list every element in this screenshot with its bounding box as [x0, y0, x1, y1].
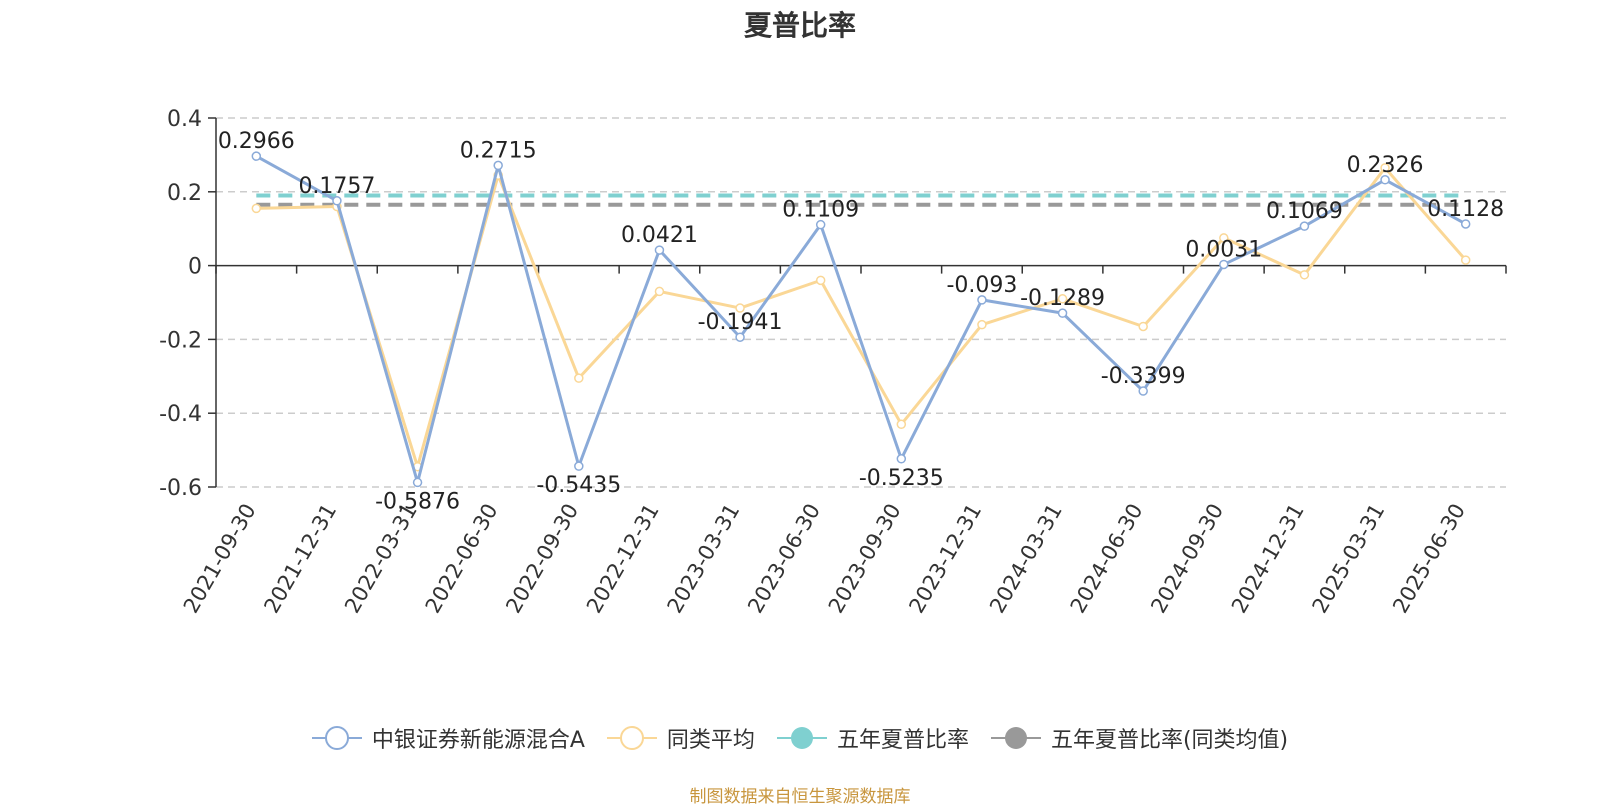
y-tick-label: -0.6 — [159, 476, 202, 501]
fund-data-label: 0.2326 — [1347, 153, 1424, 178]
fund-data-label: 0.0031 — [1185, 237, 1262, 262]
fund-data-label: -0.1941 — [698, 310, 783, 335]
x-tick-label: 2022-12-31 — [582, 500, 664, 618]
x-tick-label: 2024-06-30 — [1066, 500, 1148, 618]
fund-data-point — [735, 332, 745, 342]
fund-data-point — [412, 477, 423, 488]
peer-average-data-point — [1299, 270, 1310, 280]
peer-average-data-point — [1219, 233, 1229, 243]
fund-data-point — [1057, 308, 1068, 318]
x-tick-label: 2024-03-31 — [985, 500, 1067, 618]
y-tick-label: 0.2 — [167, 181, 202, 206]
legend-label-peer-average: 同类平均 — [666, 728, 755, 753]
legend-fund-line-icon — [311, 726, 362, 750]
legend-label-fund: 中银证券新能源混合A — [371, 728, 585, 753]
fund-data-label: -0.5876 — [375, 489, 460, 514]
legend-label-five-year-peer: 五年夏普比率(同类均值) — [1050, 728, 1289, 753]
x-tick-label: 2022-03-31 — [340, 500, 422, 618]
fund-data-label: -0.3399 — [1101, 364, 1186, 389]
fund-data-label: -0.1289 — [1020, 286, 1105, 311]
legend-label-five-year: 五年夏普比率 — [836, 728, 969, 753]
peer-average-data-point — [574, 373, 584, 383]
x-tick-label: 2022-09-30 — [501, 500, 583, 618]
peer-average-data-point — [1380, 163, 1390, 173]
fund-data-point — [1219, 259, 1229, 270]
chart-title: 夏普比率 — [743, 9, 856, 42]
y-tick-label: 0.4 — [167, 107, 202, 132]
x-tick-label: 2022-06-30 — [421, 500, 503, 618]
legend-item-five-year-peer[interactable]: 五年夏普比率(同类均值) — [990, 722, 1289, 754]
legend-item-peer-average[interactable]: 同类平均 — [606, 722, 755, 754]
fund-data-label: 0.1128 — [1427, 197, 1504, 222]
peer-average-data-point — [1138, 321, 1148, 332]
peer-average-data-point — [735, 303, 745, 313]
fund-data-point — [332, 196, 342, 206]
peer-average-data-point — [1460, 255, 1471, 265]
legend: 中银证券新能源混合A 同类平均 五年夏普比率 五年夏普比率(同类均值) — [0, 722, 1600, 754]
x-tick-label: 2025-03-31 — [1308, 500, 1390, 618]
fund-data-point — [1380, 175, 1390, 185]
legend-five-year-peer-dot-icon — [990, 727, 1041, 749]
data-source-note: 制图数据来自恒生聚源数据库 — [689, 787, 911, 807]
x-tick-label: 2024-09-30 — [1146, 500, 1228, 618]
fund-data-label: -0.093 — [946, 273, 1017, 298]
fund-data-point — [1299, 221, 1310, 231]
legend-five-year-dot-icon — [776, 727, 827, 749]
fund-data-label: 0.2966 — [218, 129, 295, 154]
x-tick-label: 2023-12-31 — [904, 500, 986, 618]
fund-data-label: 0.0421 — [621, 223, 698, 248]
x-tick-label: 2021-12-31 — [259, 500, 341, 618]
fund-data-point — [977, 295, 987, 305]
peer-average-data-point — [977, 319, 987, 330]
fund-data-point — [574, 461, 584, 471]
fund-data-point — [251, 151, 262, 161]
fund-data-point — [896, 454, 907, 464]
fund-data-point — [1138, 386, 1148, 396]
x-tick-label: 2025-06-30 — [1388, 500, 1470, 618]
x-tick-label: 2023-09-30 — [824, 500, 906, 618]
x-tick-label: 2024-12-31 — [1227, 500, 1309, 618]
fund-data-label: -0.5435 — [536, 473, 621, 498]
legend-peer-line-icon — [606, 726, 657, 750]
fund-data-point — [815, 219, 826, 230]
fund-series-line — [255, 154, 1467, 484]
legend-item-five-year[interactable]: 五年夏普比率 — [776, 722, 969, 754]
y-tick-label: -0.4 — [159, 402, 202, 427]
peer-average-data-point — [896, 419, 907, 430]
y-tick-label: 0 — [188, 255, 202, 280]
x-tick-label: 2023-06-30 — [743, 500, 825, 618]
fund-data-point — [493, 160, 503, 171]
x-tick-label: 2021-09-30 — [179, 500, 261, 618]
x-tick-label: 2023-03-31 — [663, 500, 745, 618]
fund-data-label: 0.1109 — [782, 198, 859, 223]
fund-data-label: 0.2715 — [460, 138, 537, 163]
peer-average-data-point — [1057, 294, 1068, 304]
fund-data-label: -0.5235 — [859, 466, 944, 491]
fund-data-point — [654, 245, 665, 255]
sharpe-ratio-chart: 0.40.20-0.2-0.4-0.62021-09-302021-12-312… — [159, 107, 1507, 618]
peer-average-data-point — [251, 203, 262, 214]
fund-data-label: 0.1757 — [298, 174, 375, 199]
peer-average-data-point — [815, 275, 826, 286]
legend-item-fund[interactable]: 中银证券新能源混合A — [311, 722, 585, 754]
y-tick-label: -0.2 — [159, 328, 202, 353]
fund-data-label: 0.1069 — [1266, 199, 1343, 224]
fund-data-point — [1460, 219, 1471, 229]
peer-average-data-point — [654, 286, 665, 297]
